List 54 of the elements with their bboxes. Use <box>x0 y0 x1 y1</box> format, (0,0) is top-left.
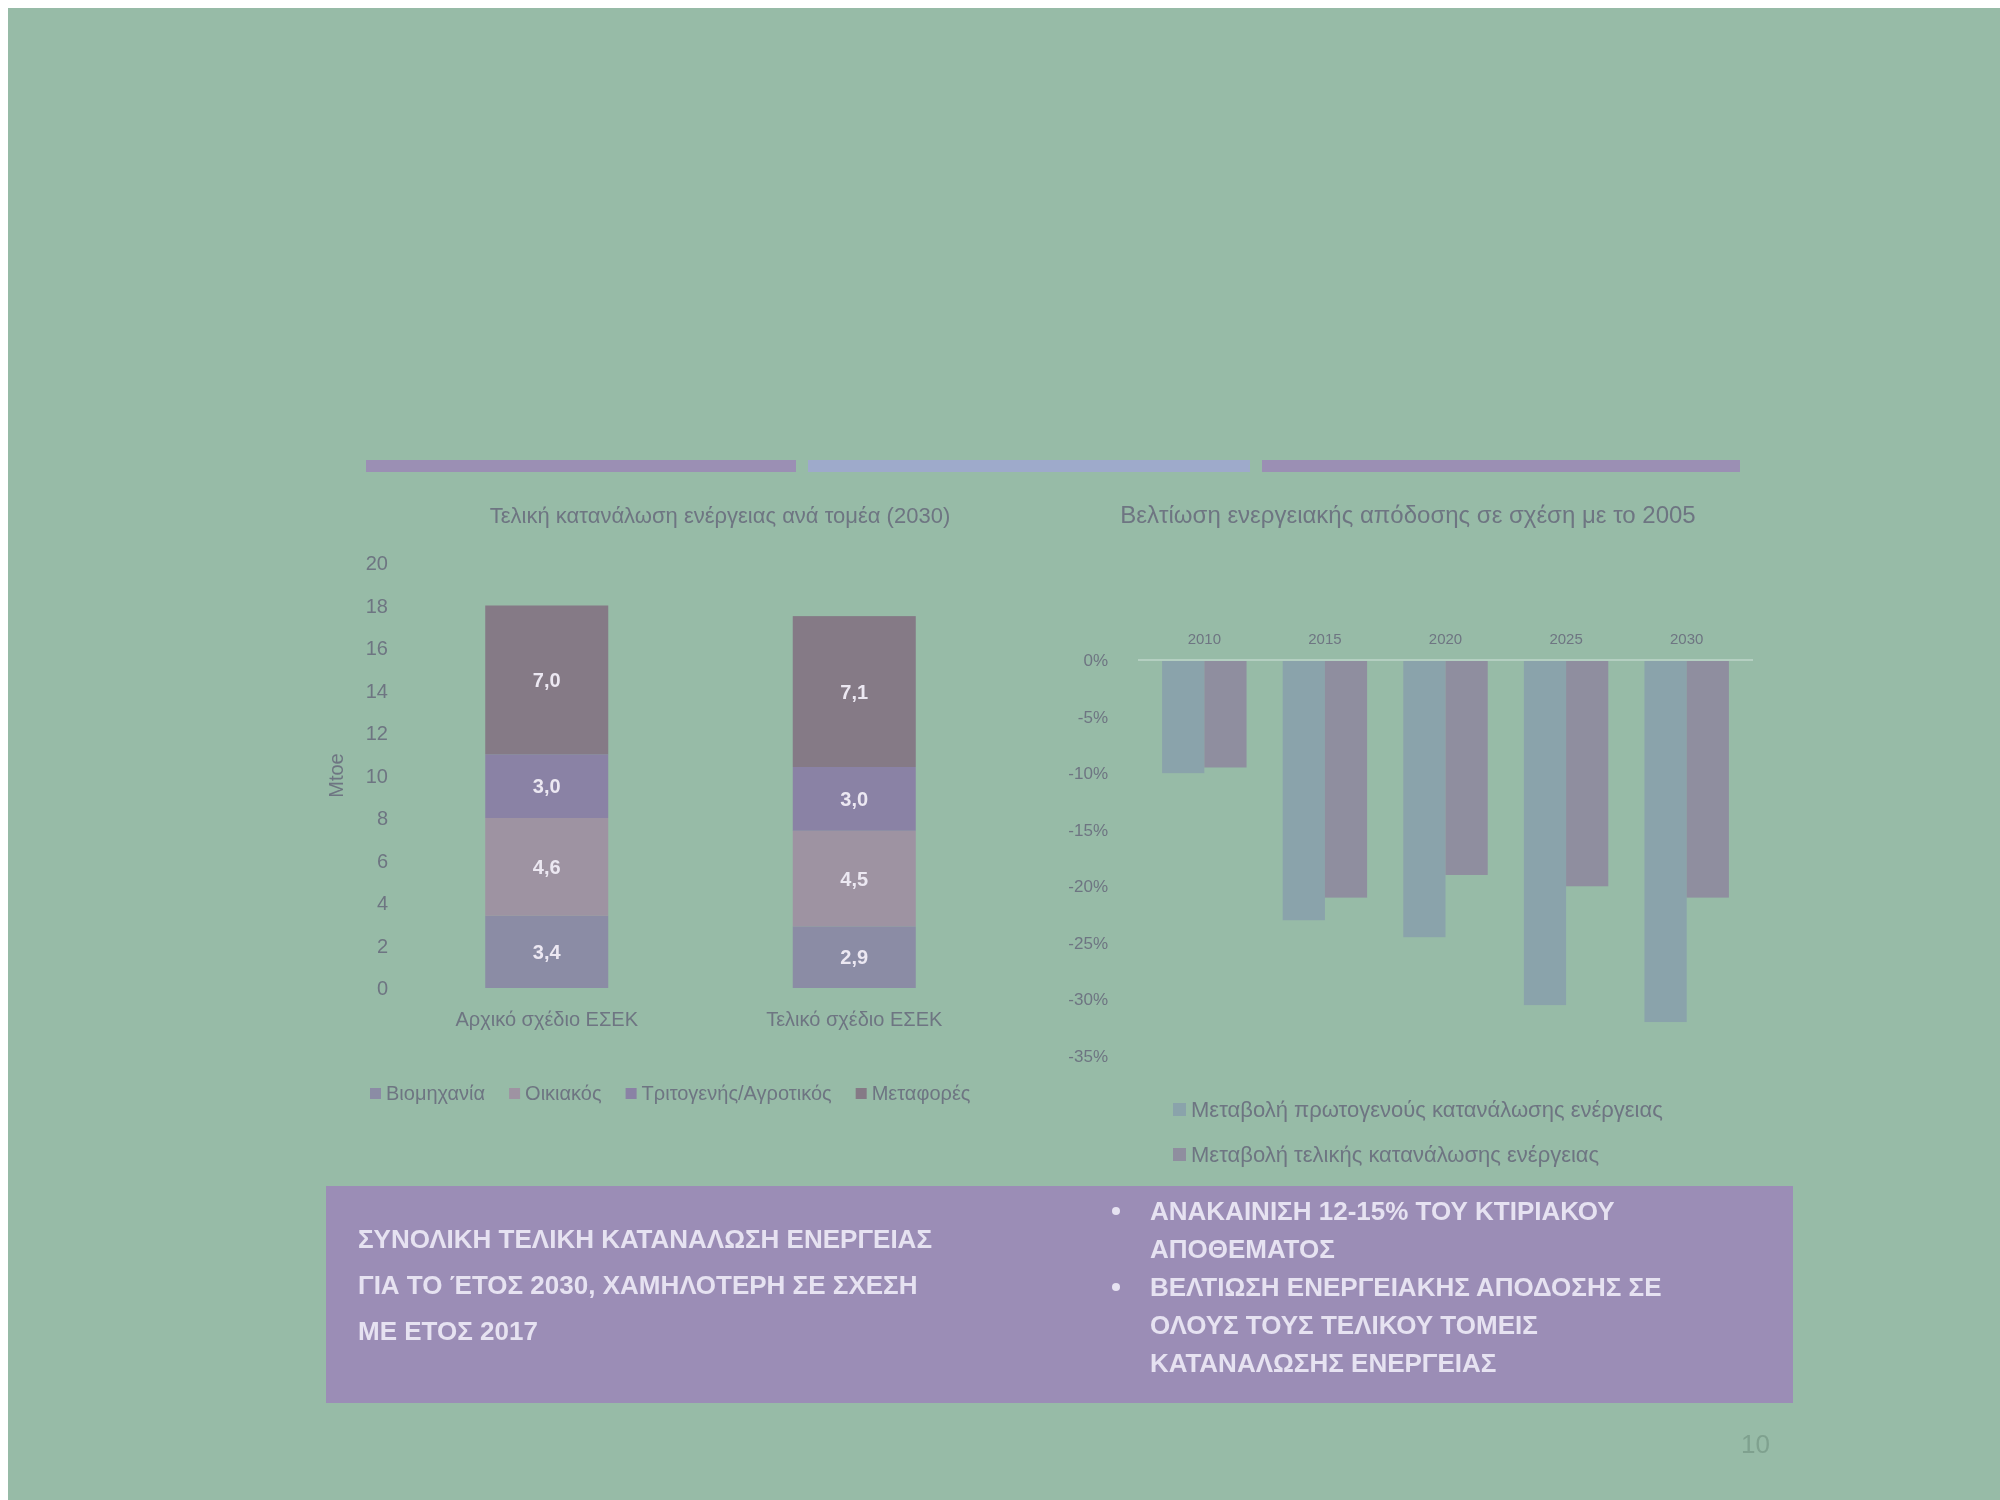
legend-label: Βιομηχανία <box>386 1082 486 1104</box>
x-tick-label: 2020 <box>1428 630 1463 647</box>
y-tick-label: 14 <box>365 679 388 702</box>
y-tick-label: 10 <box>365 764 388 787</box>
y-tick-label: 0 <box>376 977 388 999</box>
bar <box>485 818 609 916</box>
data-label: 4,6 <box>532 855 561 878</box>
text: ΣΥΝΟΛΙΚΗ ΤΕΛΙΚΗ ΚΑΤΑΝΑΛΩΣΗ ΕΝΕΡΓΕΙΑΣ ΓΙΑ ΤΟ ΈΤΟΣ 2030, ΧΑΜΗΛΟΤΕΡΗ ΣΕ ΣΧΕΣΗ ΜΕ ΕΤΟΣ 2017 <box>358 1224 932 1346</box>
bar <box>792 767 916 831</box>
x-tick-label: Τελικό σχέδιο ΕΣΕΚ <box>766 1008 944 1030</box>
legend-label: Μεταβολή τελικής κατανάλωσης ενέργειας <box>1191 1142 1600 1167</box>
data-label: 3,0 <box>532 775 561 798</box>
data-label: 7,1 <box>840 680 869 703</box>
y-tick-label: 6 <box>376 849 388 872</box>
y-tick-label: 12 <box>365 722 388 744</box>
bar <box>485 605 609 755</box>
x-tick-label: Αρχικό σχέδιο ΕΣΕΚ <box>455 1008 639 1030</box>
data-label: 3,0 <box>840 787 869 810</box>
chart-title: Βελτίωση ενεργειακής απόδοσης σε σχέση με το 2005 <box>1120 501 1696 528</box>
bar <box>792 830 916 927</box>
y-tick-label: 0% <box>1083 650 1108 670</box>
data-label: 7,0 <box>532 668 561 691</box>
y-tick-label: 16 <box>365 637 388 659</box>
y-tick-label: -35% <box>1068 1046 1108 1066</box>
x-tick-label: 2025 <box>1549 630 1583 647</box>
y-tick-label: 4 <box>376 892 388 914</box>
y-tick-label: -15% <box>1068 820 1108 840</box>
y-tick-label: -5% <box>1077 707 1108 727</box>
y-tick-label: -10% <box>1068 764 1108 784</box>
y-tick-label: 2 <box>376 934 388 957</box>
data-label: 4,5 <box>840 867 869 890</box>
y-tick-label: -25% <box>1068 933 1108 953</box>
legend-label: Μεταφορές <box>871 1082 971 1104</box>
y-tick-label: 18 <box>365 594 388 617</box>
legend-label: Οικιακός <box>525 1082 602 1104</box>
legend-label: Τριτογενής/Αγροτικός <box>641 1082 833 1104</box>
x-tick-label: 2015 <box>1308 630 1342 647</box>
y-axis-title: Mtoe <box>325 753 347 798</box>
chart-title: Τελική κατανάλωση ενέργειας ανά τομέα (2030) <box>489 503 951 528</box>
x-tick-label: 2030 <box>1669 630 1704 647</box>
y-tick-label: -20% <box>1068 877 1108 897</box>
legend-label: Μεταβολή πρωτογενούς κατανάλωσης ενέργειας <box>1191 1097 1663 1122</box>
y-tick-label: -30% <box>1068 990 1108 1010</box>
bar <box>485 915 609 988</box>
x-tick-label: 2010 <box>1187 630 1222 647</box>
data-label: 3,4 <box>532 940 562 963</box>
bar <box>792 926 916 988</box>
text: ΒΕΛΤΙΩΣΗ ΕΝΕΡΓΕΙΑΚΗΣ ΑΠΟΔΟΣΗΣ ΣΕ ΟΛΟΥΣ ΤΟΥΣ ΤΕΛΙΚΟΥ ΤΟΜΕΙΣ ΚΑΤΑΝΑΛΩΣΗΣ ΕΝΕΡΓΕΙΑΣ <box>1150 1272 1662 1378</box>
bar <box>792 616 916 767</box>
data-label: 2,9 <box>840 946 869 969</box>
y-tick-label: 8 <box>376 807 388 829</box>
text: ΑΝΑΚΑΙΝΙΣΗ 12-15% ΤΟΥ ΚΤΙΡΙΑΚΟΥ ΑΠΟΘΕΜΑΤΟΣ <box>1150 1196 1615 1264</box>
y-tick-label: 20 <box>365 552 388 574</box>
bar <box>485 754 609 818</box>
